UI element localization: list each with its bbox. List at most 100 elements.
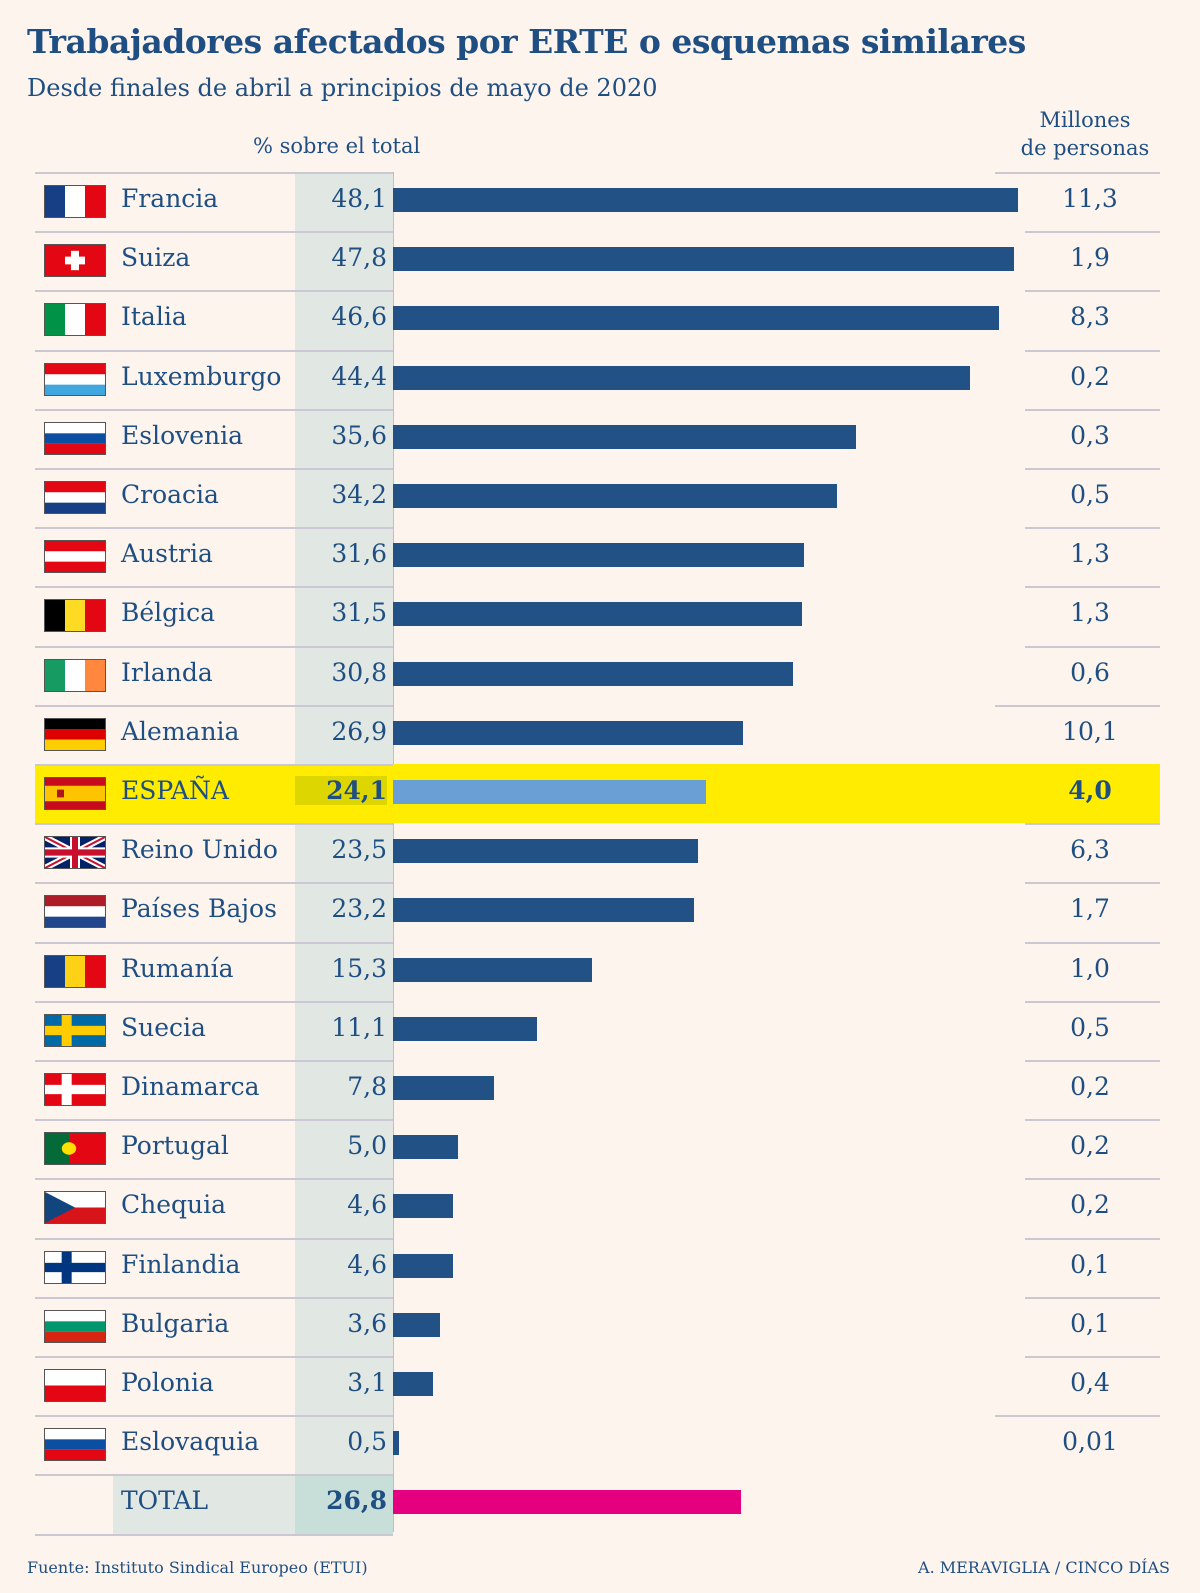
table-row: Eslovaquia 0,5 0,01 (35, 1415, 1160, 1474)
bar (393, 839, 699, 864)
denmark-flag-icon (44, 1073, 106, 1106)
table-row: Eslovenia 35,6 0,3 (35, 408, 1160, 468)
france-flag-icon (44, 185, 106, 218)
row-divider (35, 704, 393, 707)
pct-value-label: 3,6 (347, 1308, 387, 1338)
total-row: TOTAL 26,8 (35, 1474, 1160, 1533)
row-divider (35, 1178, 393, 1181)
millions-column-header: Millones de personas (1005, 106, 1165, 162)
row-divider (35, 586, 393, 589)
millions-divider (1025, 290, 1160, 293)
pct-column-header: % sobre el total (253, 134, 421, 158)
millions-header-line1: Millones (1039, 108, 1131, 132)
total-pct-label: 26,8 (326, 1486, 387, 1516)
bar (393, 484, 838, 508)
bar (393, 1253, 453, 1278)
table-row: Polonia 3,1 0,4 (35, 1356, 1160, 1415)
millions-value-label: 0,01 (1062, 1427, 1118, 1457)
sweden-flag-icon (44, 1013, 106, 1047)
finland-flag-icon (44, 1250, 106, 1284)
millions-divider (1025, 1060, 1160, 1062)
bar (393, 1194, 453, 1219)
millions-value-label: 0,6 (1070, 657, 1110, 687)
millions-divider (1025, 941, 1160, 944)
row-divider (35, 1415, 393, 1418)
row-divider (35, 231, 393, 234)
row-divider (35, 1237, 393, 1240)
millions-divider (1025, 231, 1160, 234)
table-row: Suiza 47,8 1,9 (35, 231, 1160, 290)
total-pct-background (295, 1474, 393, 1534)
pct-value-label: 15,3 (331, 953, 387, 983)
millions-divider (1025, 645, 1160, 648)
country-label: Francia (121, 184, 219, 213)
poland-flag-icon (44, 1369, 106, 1402)
country-label: Italia (121, 302, 187, 332)
row-divider (35, 1296, 393, 1299)
bar (393, 661, 794, 686)
pct-value-label: 44,4 (331, 361, 387, 391)
pct-value-label: 23,5 (331, 835, 387, 865)
pct-value-label: 34,2 (331, 480, 387, 509)
bar (393, 1076, 495, 1100)
country-label: Irlanda (121, 657, 213, 687)
bulgaria-flag-icon (44, 1309, 106, 1343)
pct-value-label: 30,8 (331, 657, 387, 687)
bar (393, 1372, 434, 1396)
millions-value-label: 11,3 (1062, 184, 1118, 213)
millions-value-label: 4,0 (1068, 776, 1112, 805)
row-divider (35, 349, 393, 352)
millions-divider (1025, 882, 1160, 885)
table-row: Croacia 34,2 0,5 (35, 468, 1160, 527)
country-label: Alemania (121, 716, 240, 746)
row-divider (35, 941, 393, 944)
luxembourg-flag-icon (44, 362, 106, 396)
millions-value-label: 0,5 (1070, 1012, 1110, 1042)
row-divider (35, 527, 393, 530)
table-row: Bulgaria 3,6 0,1 (35, 1296, 1160, 1356)
millions-divider (1025, 1000, 1160, 1003)
pct-value-label: 35,6 (331, 420, 387, 450)
croatia-flag-icon (44, 481, 106, 514)
table-row: Rumanía 15,3 1,0 (35, 941, 1160, 1001)
spain-flag-icon (44, 777, 106, 810)
slovenia-flag-icon (44, 421, 106, 455)
table-row: Francia 48,1 11,3 (35, 172, 1160, 231)
country-label: Portugal (121, 1131, 229, 1161)
chart-subtitle: Desde finales de abril a principios de m… (27, 74, 658, 102)
country-label: Suecia (121, 1012, 206, 1042)
bar (393, 306, 999, 331)
millions-value-label: 0,3 (1070, 420, 1110, 450)
millions-value-label: 0,1 (1070, 1249, 1110, 1279)
millions-value-label: 1,3 (1070, 539, 1110, 569)
country-label: Luxemburgo (121, 361, 282, 391)
portugal-flag-icon (44, 1132, 106, 1166)
millions-value-label: 6,3 (1070, 835, 1110, 865)
table-row: Luxemburgo 44,4 0,2 (35, 349, 1160, 409)
row-divider (35, 172, 393, 174)
millions-value-label: 0,4 (1070, 1368, 1110, 1397)
bar (393, 898, 695, 923)
table-row: Irlanda 30,8 0,6 (35, 645, 1160, 705)
millions-value-label: 1,9 (1070, 243, 1110, 273)
pct-value-label: 23,2 (331, 894, 387, 924)
austria-flag-icon (44, 540, 106, 574)
pct-value-label: 48,1 (331, 184, 387, 213)
country-label: Bélgica (121, 598, 216, 628)
row-divider (35, 823, 393, 826)
millions-value-label: 8,3 (1070, 302, 1110, 332)
pct-value-label: 0,5 (347, 1427, 387, 1457)
bar (393, 720, 743, 745)
country-label: Países Bajos (121, 894, 277, 924)
bar (393, 543, 804, 568)
bar (393, 1016, 538, 1041)
millions-value-label: 0,2 (1070, 1072, 1110, 1101)
row-divider (35, 764, 393, 766)
pct-value-label: 46,6 (331, 302, 387, 332)
table-row: Austria 31,6 1,3 (35, 527, 1160, 586)
millions-divider (995, 1415, 1160, 1418)
table-row: ESPAÑA 24,1 4,0 (35, 764, 1160, 823)
total-label-background (113, 1474, 295, 1534)
table-row: Dinamarca 7,8 0,2 (35, 1060, 1160, 1119)
